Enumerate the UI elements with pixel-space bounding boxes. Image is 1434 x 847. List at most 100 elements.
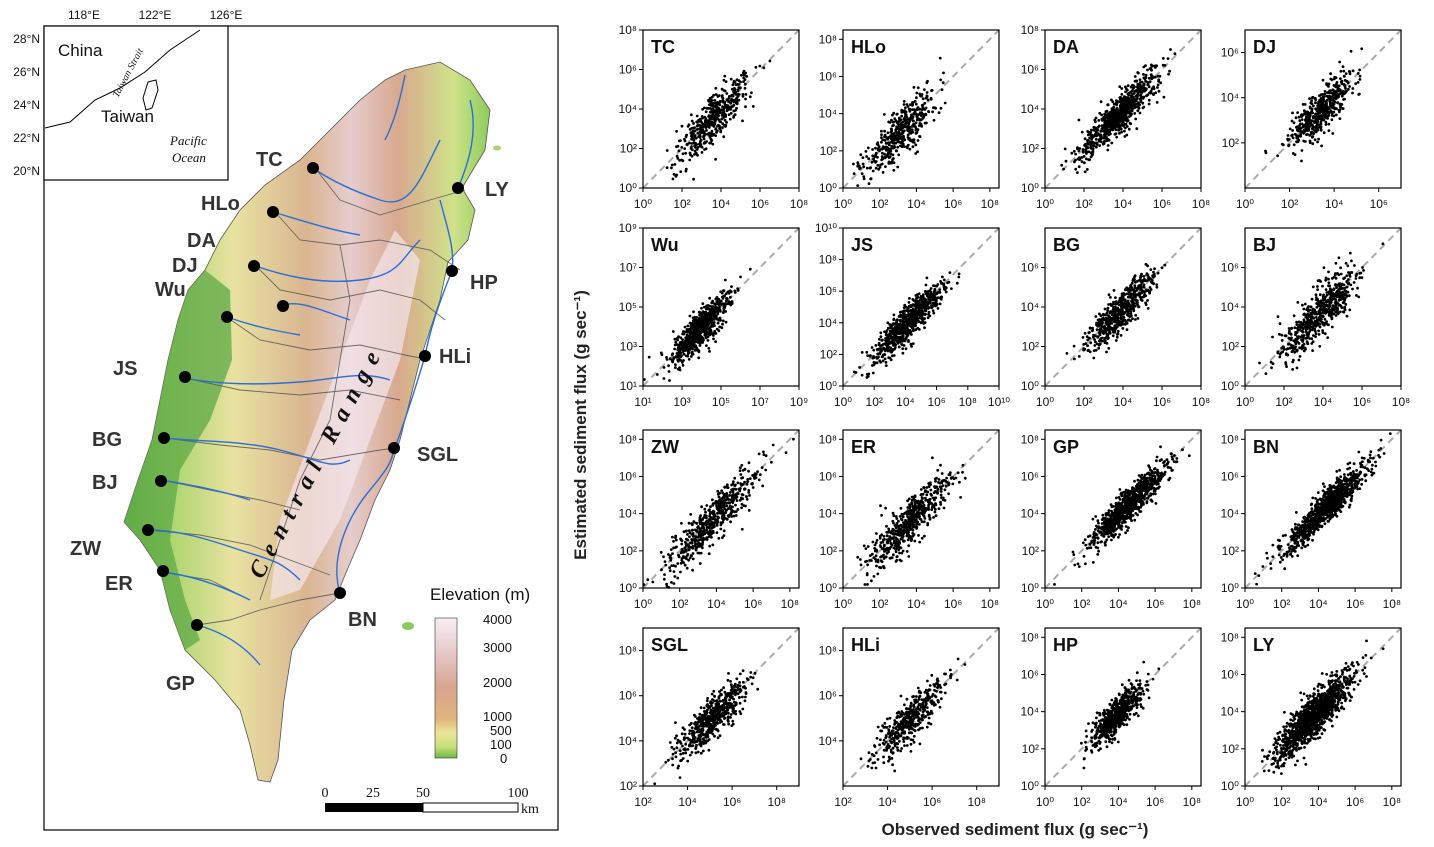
data-point	[695, 114, 699, 118]
data-point	[1298, 119, 1302, 123]
data-point	[897, 127, 901, 130]
data-point	[714, 105, 718, 109]
data-point	[1131, 292, 1135, 296]
data-point	[1356, 286, 1359, 290]
legend-tick: 0	[500, 751, 507, 766]
data-point	[917, 310, 921, 314]
data-point	[695, 120, 699, 124]
data-point	[1295, 348, 1299, 352]
data-point	[700, 313, 704, 317]
data-point	[1282, 348, 1286, 351]
data-point	[1136, 317, 1140, 320]
data-point	[1141, 86, 1145, 90]
data-point	[1316, 285, 1319, 288]
data-point	[886, 131, 890, 135]
data-point	[706, 335, 710, 338]
data-point	[906, 133, 910, 137]
data-point	[1347, 294, 1351, 298]
data-point	[1090, 128, 1093, 132]
elevation-legend: Elevation (m) 4000 3000 2000 1000 500 10…	[430, 585, 530, 766]
data-point	[1145, 87, 1148, 91]
data-point	[890, 350, 893, 354]
data-point	[1330, 325, 1334, 329]
panel-frame	[842, 29, 1000, 189]
data-point	[881, 138, 884, 142]
data-point	[903, 303, 907, 307]
data-point	[724, 278, 727, 282]
data-point	[1302, 139, 1306, 143]
data-point	[1156, 271, 1160, 275]
data-point	[1309, 130, 1313, 134]
data-point	[924, 309, 928, 313]
data-point	[916, 116, 919, 120]
rivers	[147, 74, 474, 666]
data-point	[1083, 161, 1086, 165]
data-point	[924, 290, 927, 294]
data-point	[1156, 83, 1160, 87]
data-point	[702, 321, 706, 325]
data-point	[747, 469, 750, 473]
data-point	[899, 141, 903, 145]
data-point	[919, 118, 923, 122]
data-point	[1314, 107, 1317, 111]
data-point	[702, 135, 705, 139]
data-point	[870, 160, 874, 164]
data-point	[909, 108, 912, 112]
data-point	[1355, 294, 1358, 297]
x-tick-label: 10⁸	[981, 197, 999, 211]
data-point	[928, 299, 932, 303]
data-point	[915, 107, 919, 111]
data-point	[710, 309, 714, 313]
data-point	[894, 346, 897, 349]
data-point	[1294, 333, 1297, 337]
data-point	[894, 338, 898, 342]
data-point	[1122, 298, 1125, 302]
data-point	[1134, 89, 1138, 92]
y-tick-label: 10⁴	[818, 107, 837, 121]
data-point	[744, 105, 747, 109]
data-point	[885, 329, 889, 332]
data-point	[905, 324, 909, 327]
x-tick-label: 10⁶	[1353, 395, 1371, 409]
data-point	[1281, 350, 1284, 354]
data-point	[1318, 344, 1322, 348]
data-point	[1085, 168, 1089, 171]
data-point	[896, 165, 900, 169]
data-point	[711, 107, 715, 111]
data-point	[1291, 129, 1294, 132]
data-point	[897, 345, 901, 349]
data-point	[1080, 130, 1084, 134]
data-point	[924, 300, 928, 304]
data-point	[1335, 82, 1338, 86]
y-tick-label: 10⁸	[819, 253, 837, 267]
data-point	[900, 114, 904, 118]
data-point	[1300, 118, 1304, 121]
data-point	[924, 96, 928, 100]
data-point	[684, 339, 687, 342]
data-point	[1302, 307, 1306, 311]
station-label-gp: GP	[166, 673, 195, 695]
data-point	[672, 356, 676, 359]
data-point	[1336, 272, 1339, 275]
data-point	[915, 96, 918, 100]
data-point	[1338, 310, 1342, 314]
data-point	[1076, 157, 1080, 161]
data-point	[1108, 330, 1112, 334]
data-point	[1316, 126, 1319, 130]
data-point	[903, 337, 907, 341]
data-point	[1351, 87, 1355, 90]
data-point	[1111, 100, 1115, 104]
data-point	[721, 319, 725, 323]
data-point	[1100, 339, 1104, 343]
data-point	[892, 120, 896, 124]
data-point	[735, 106, 738, 110]
data-point	[896, 330, 900, 333]
inset-frame	[43, 25, 229, 181]
data-point	[673, 343, 677, 347]
data-point	[706, 339, 710, 342]
station-marker-er	[157, 565, 169, 577]
data-point	[762, 66, 766, 70]
data-point	[1163, 263, 1167, 267]
